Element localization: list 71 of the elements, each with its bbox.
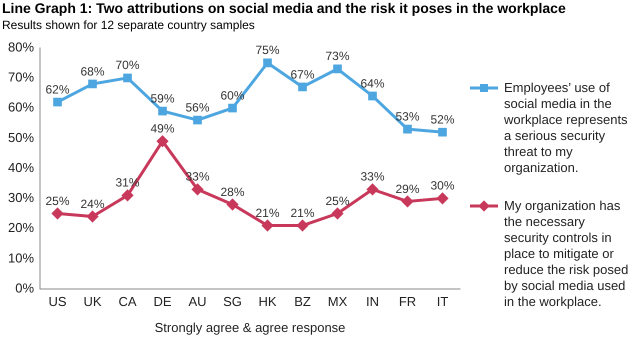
point: [87, 211, 98, 222]
chart-title: Line Graph 1: Two attributions on social media and the risk it poses in the workplace: [2, 0, 566, 16]
data-label: 67%: [290, 67, 315, 82]
x-tick-label: MX: [328, 294, 348, 310]
data-label: 73%: [325, 49, 350, 64]
y-tick-label: 50%: [8, 130, 34, 145]
point: [437, 192, 448, 204]
point: [193, 116, 202, 124]
data-label: 24%: [80, 196, 105, 211]
point: [53, 98, 62, 106]
data-label: 64%: [360, 76, 385, 90]
point: [52, 208, 64, 219]
data-label: 52%: [430, 112, 455, 126]
data-label: 62%: [46, 82, 70, 96]
x-tick-label: IT: [436, 294, 448, 310]
point: [122, 190, 134, 201]
x-tick-label: CA: [118, 294, 137, 310]
x-tick-label: HK: [258, 294, 277, 310]
data-label: 30%: [430, 178, 455, 193]
data-label: 49%: [150, 122, 175, 136]
data-label: 68%: [80, 64, 105, 78]
x-tick-label: AU: [188, 294, 207, 310]
x-tick-label: DE: [153, 294, 172, 310]
point: [227, 198, 238, 210]
y-tick-label: 20%: [8, 220, 34, 236]
point: [368, 92, 377, 100]
y-tick-label: 40%: [8, 160, 34, 175]
point: [403, 124, 412, 134]
point: [158, 106, 167, 116]
legend-label: Employees’ use of social media in the workplace represents a serious security threat to my organization.: [504, 80, 629, 176]
data-label: 70%: [116, 58, 140, 72]
point: [157, 136, 168, 147]
point: [367, 184, 378, 195]
data-label: 29%: [395, 182, 420, 196]
data-label: 53%: [395, 109, 420, 124]
chart-subtitle: Results shown for 12 separate country samples: [2, 18, 255, 32]
point: [123, 74, 132, 82]
point: [228, 104, 237, 112]
point: [333, 64, 342, 74]
x-tick-label: IN: [366, 294, 380, 310]
point: [297, 220, 308, 232]
x-tick-label: SG: [223, 294, 242, 310]
data-label: 33%: [360, 170, 385, 184]
point: [402, 196, 414, 207]
point: [262, 220, 274, 232]
x-tick-label: US: [48, 294, 67, 310]
legend-label: My organization has the necessary security controls in place to mitigate or reduce the risk posed by social media used in the workplace.: [504, 198, 630, 310]
x-axis-title: Strongly agree & agree response: [154, 320, 346, 335]
x-tick-label: FR: [398, 294, 416, 310]
y-tick-label: 80%: [8, 39, 34, 54]
data-label: 75%: [255, 43, 280, 58]
point: [263, 58, 272, 68]
data-label: 21%: [255, 206, 280, 220]
point: [298, 82, 307, 92]
point: [88, 80, 97, 88]
y-tick-label: 0%: [15, 280, 34, 296]
data-label: 56%: [185, 100, 210, 114]
data-label: 25%: [46, 194, 70, 208]
y-tick-label: 10%: [8, 250, 34, 266]
x-tick-label: UK: [83, 294, 102, 310]
y-tick-label: 70%: [8, 70, 34, 85]
point: [438, 128, 447, 136]
y-tick-label: 60%: [8, 100, 34, 115]
data-label: 25%: [325, 194, 350, 208]
data-label: 21%: [290, 206, 315, 220]
point: [192, 184, 204, 195]
data-label: 28%: [220, 184, 245, 199]
point: [332, 208, 344, 219]
x-tick-label: BZ: [294, 294, 311, 310]
data-label: 59%: [150, 91, 175, 106]
y-tick-label: 30%: [8, 190, 34, 206]
